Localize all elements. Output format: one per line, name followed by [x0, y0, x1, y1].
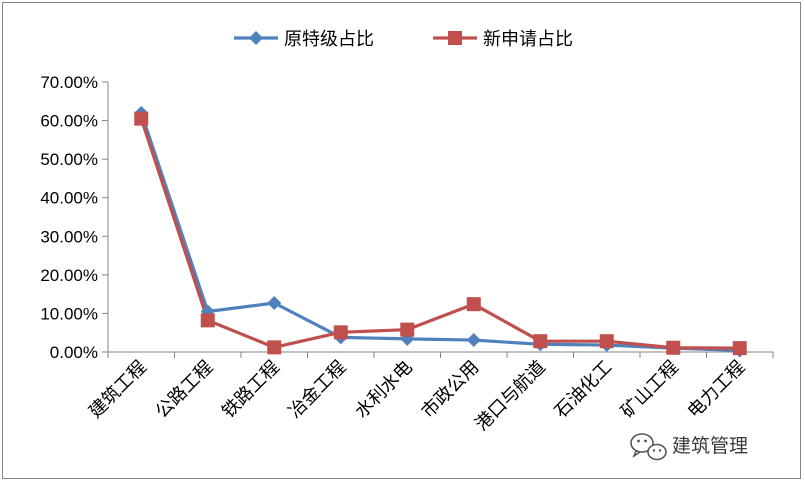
y-tick-label: 30.00% [40, 227, 98, 246]
data-point [599, 334, 614, 349]
series-line [139, 118, 740, 350]
y-tick-label: 50.00% [40, 150, 98, 169]
x-tick-label: 建筑工程 [85, 357, 151, 423]
x-tick-label: 电力工程 [684, 357, 750, 423]
watermark-text: 建筑管理 [672, 435, 748, 457]
data-point [666, 340, 681, 355]
data-point [333, 325, 348, 340]
x-tick-label: 铁路工程 [218, 357, 284, 423]
y-tick-label: 60.00% [40, 112, 98, 131]
x-tick-label: 矿山工程 [617, 357, 683, 423]
legend-marker [249, 31, 263, 45]
axes: 0.00% 10.00% 20.00% 30.00% 40.00% 50.00% 60.00… [40, 73, 774, 435]
wechat-icon [630, 433, 667, 461]
data-point [466, 333, 481, 348]
legend-marker [448, 31, 462, 45]
y-tick-label: 70.00% [40, 73, 98, 92]
x-tick-label: 公路工程 [152, 357, 218, 423]
data-point [200, 313, 215, 328]
data-point [533, 334, 548, 349]
x-tick-label: 冶金工程 [285, 357, 351, 423]
x-tick-label: 石油化工 [551, 357, 617, 423]
data-point [400, 322, 415, 337]
y-tick-label: 10.00% [40, 304, 98, 323]
watermark: 建筑管理 [630, 433, 748, 461]
legend-label: 新申请占比 [483, 29, 573, 50]
series-group [134, 105, 747, 358]
data-point [267, 296, 282, 311]
x-tick-label: 市政公用 [418, 357, 484, 423]
y-tick-label: 0.00% [50, 343, 98, 362]
x-tick-label: 水利水电 [351, 357, 417, 423]
series-line [139, 112, 740, 353]
legend-label: 原特级占比 [284, 29, 374, 50]
data-point [732, 341, 747, 356]
x-tick-label: 港口与航道 [471, 357, 549, 435]
y-tick-label: 40.00% [40, 189, 98, 208]
data-point [134, 111, 149, 126]
data-point [466, 297, 481, 312]
legend: 原特级占比 新申请占比 [234, 29, 573, 50]
y-tick-label: 20.00% [40, 266, 98, 285]
data-point [267, 340, 282, 355]
